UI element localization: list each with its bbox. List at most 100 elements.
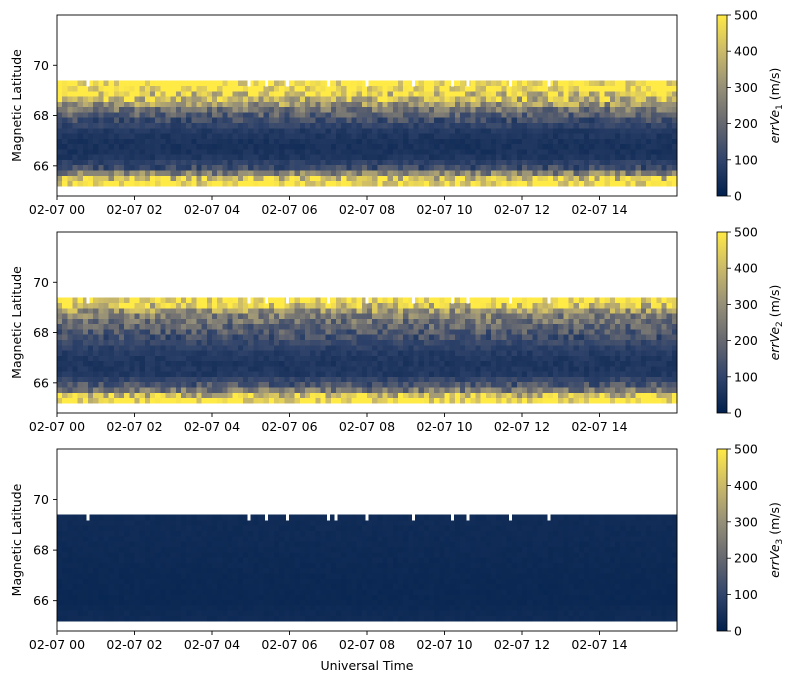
heatmap-cell [439, 392, 445, 399]
heatmap-cell [196, 318, 203, 325]
heatmap-cell [625, 318, 631, 325]
heatmap-cell [57, 350, 63, 356]
heatmap-cell [150, 180, 156, 187]
heatmap-cell [460, 96, 466, 102]
heatmap-cell [191, 302, 197, 309]
heatmap-cell [403, 159, 409, 166]
heatmap-cell [454, 323, 461, 330]
heatmap-cell [367, 387, 373, 393]
heatmap-cell [253, 148, 259, 155]
heatmap-cell [217, 117, 223, 123]
heatmap-cell [640, 159, 647, 166]
heatmap-cell [516, 85, 523, 92]
heatmap-cell [439, 80, 445, 87]
heatmap-cell [547, 339, 554, 346]
heatmap-cell [315, 80, 321, 87]
heatmap-cell [134, 117, 141, 123]
heatmap-cell [93, 101, 99, 108]
heatmap-cell [491, 164, 497, 171]
heatmap-cell [139, 392, 146, 399]
heatmap-cell [336, 101, 342, 108]
heatmap-cell [279, 387, 285, 393]
heatmap-cell [212, 323, 218, 330]
heatmap-cell [155, 117, 161, 123]
heatmap-cell [398, 164, 404, 171]
heatmap-cell [506, 180, 513, 187]
heatmap-cell [615, 175, 621, 182]
heatmap-cell [108, 329, 115, 335]
heatmap-cell [181, 297, 187, 304]
heatmap-cell [537, 117, 544, 123]
heatmap-cell [666, 164, 673, 171]
heatmap-cell [377, 307, 383, 314]
heatmap-cell [661, 80, 668, 87]
heatmap-cell [98, 127, 104, 134]
heatmap-cell [315, 180, 321, 187]
heatmap-cell [289, 154, 296, 160]
heatmap-cell [361, 117, 368, 123]
heatmap-cell [77, 96, 84, 102]
heatmap-cell [165, 117, 172, 123]
y-tick-label: 70 [33, 58, 49, 73]
heatmap-cell [558, 127, 564, 134]
heatmap-cell [439, 85, 445, 92]
heatmap-cell [217, 339, 223, 346]
heatmap-cell [346, 307, 352, 314]
heatmap-cell [196, 307, 203, 314]
heatmap-cell [305, 302, 311, 309]
heatmap-cell [584, 339, 590, 346]
heatmap-cell [294, 397, 301, 404]
heatmap-cell [599, 360, 606, 367]
heatmap-cell [563, 318, 569, 325]
heatmap-cell [72, 599, 79, 606]
heatmap-cell [573, 334, 580, 340]
heatmap-cell [289, 334, 296, 340]
heatmap-cell [206, 117, 213, 123]
heatmap-cell [160, 297, 166, 304]
heatmap-cell [144, 397, 151, 404]
heatmap-cell [98, 302, 104, 309]
heatmap-cell [284, 101, 290, 108]
heatmap-cell [361, 85, 368, 92]
heatmap-cell [82, 127, 89, 134]
heatmap-cell [139, 96, 146, 102]
heatmap-cell [439, 339, 445, 346]
heatmap-cell [237, 80, 244, 87]
heatmap-cell [284, 334, 290, 340]
heatmap-cell [434, 175, 440, 182]
heatmap-cell [594, 85, 600, 92]
heatmap-cell [449, 138, 456, 145]
heatmap-cell [98, 96, 104, 102]
heatmap-cell [232, 96, 239, 102]
heatmap-cell [310, 122, 316, 129]
heatmap-cell [558, 355, 564, 362]
heatmap-cell [553, 101, 559, 108]
heatmap-cell [594, 355, 600, 362]
heatmap-cell [651, 159, 657, 166]
heatmap-cell [563, 122, 569, 129]
heatmap-cell [279, 96, 285, 102]
heatmap-cell [382, 138, 389, 145]
heatmap-cell [547, 344, 554, 351]
heatmap-cell [656, 112, 662, 118]
heatmap-cell [263, 117, 270, 123]
heatmap-cell [82, 344, 89, 351]
heatmap-cell [232, 302, 239, 309]
heatmap-cell [222, 297, 228, 304]
heatmap-cell [186, 339, 192, 346]
heatmap-cell [227, 117, 234, 123]
heatmap-cell [175, 355, 182, 362]
heatmap-cell [625, 323, 631, 330]
heatmap-cell [248, 85, 254, 92]
heatmap-cell [584, 329, 590, 335]
heatmap-cell [516, 344, 523, 351]
heatmap-cell [532, 376, 538, 383]
heatmap-cell [274, 387, 280, 393]
heatmap-cell [346, 175, 352, 182]
heatmap-cell [646, 180, 652, 187]
heatmap-cell [134, 101, 141, 108]
heatmap-cell [299, 90, 306, 97]
heatmap-cell [77, 90, 84, 97]
heatmap-cell [584, 101, 590, 108]
heatmap-cell [646, 339, 652, 346]
